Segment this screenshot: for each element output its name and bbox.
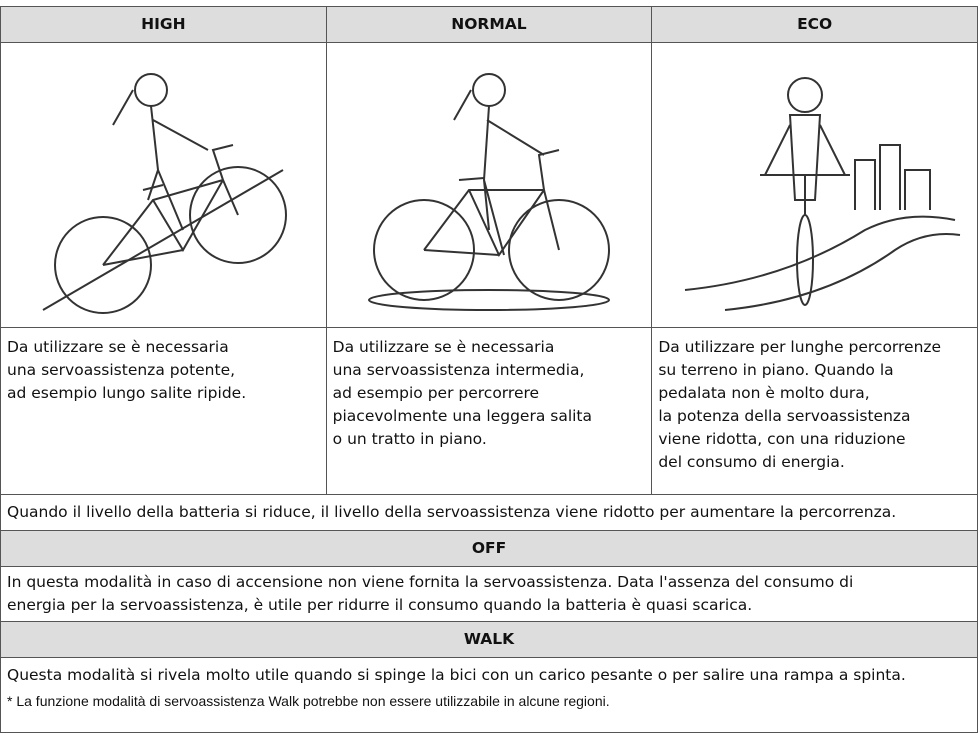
- text-line: Da utilizzare se è necessaria: [7, 338, 229, 356]
- text-line: In questa modalità in caso di accensione…: [7, 573, 854, 591]
- illustration-cell: [0, 42, 327, 328]
- text-line: la potenza della servoassistenza: [658, 407, 911, 425]
- column-header: NORMAL: [325, 6, 653, 43]
- footnote: * La funzione modalità di servoassistenz…: [7, 693, 610, 709]
- illustration: [42, 73, 288, 314]
- text-line: Da utilizzare per lunghe percorrenze: [658, 338, 942, 356]
- section-header: WALK: [0, 621, 978, 658]
- text-line: una servoassistenza potente,: [7, 361, 236, 379]
- text-line: Da utilizzare se è necessaria: [332, 338, 555, 356]
- text-line: piacevolmente una leggera salita: [332, 407, 593, 425]
- illustration: [367, 73, 610, 311]
- off-text: In questa modalità in caso di accensione…: [0, 566, 978, 622]
- text-line: pedalata non è molto dura,: [658, 384, 870, 402]
- walk-text: Questa modalità si rivela molto utile qu…: [7, 666, 906, 684]
- text-line: ad esempio lungo salite ripide.: [7, 384, 247, 402]
- text-line: energia per la servoassistenza, è utile …: [7, 596, 753, 614]
- text-line: su terreno in piano. Quando la: [658, 361, 894, 379]
- text-line: ad esempio per percorrere: [332, 384, 540, 402]
- description: Da utilizzare se è necessaria una servoas…: [0, 327, 327, 495]
- text-line: del consumo di energia.: [658, 453, 845, 471]
- description: Da utilizzare per lunghe percorrenze su t…: [651, 327, 978, 495]
- note: Quando il livello della batteria si ridu…: [0, 494, 978, 531]
- walk-cell: Questa modalità si rivela molto utile qu…: [0, 657, 978, 733]
- text-line: viene ridotta, con una riduzione: [658, 430, 906, 448]
- illustration-cell: [651, 42, 978, 328]
- illustration-cell: [325, 42, 653, 328]
- section-header: OFF: [0, 530, 978, 567]
- text-line: o un tratto in piano.: [332, 430, 487, 448]
- mode-table: HIGH NORMAL ECO: [0, 6, 978, 733]
- illustration: [684, 77, 960, 311]
- text-line: una servoassistenza intermedia,: [332, 361, 585, 379]
- column-header: ECO: [651, 6, 978, 43]
- column-header: HIGH: [0, 6, 327, 43]
- page: HIGH NORMAL ECO: [0, 6, 978, 733]
- description: Da utilizzare se è necessaria una servoas…: [325, 327, 653, 495]
